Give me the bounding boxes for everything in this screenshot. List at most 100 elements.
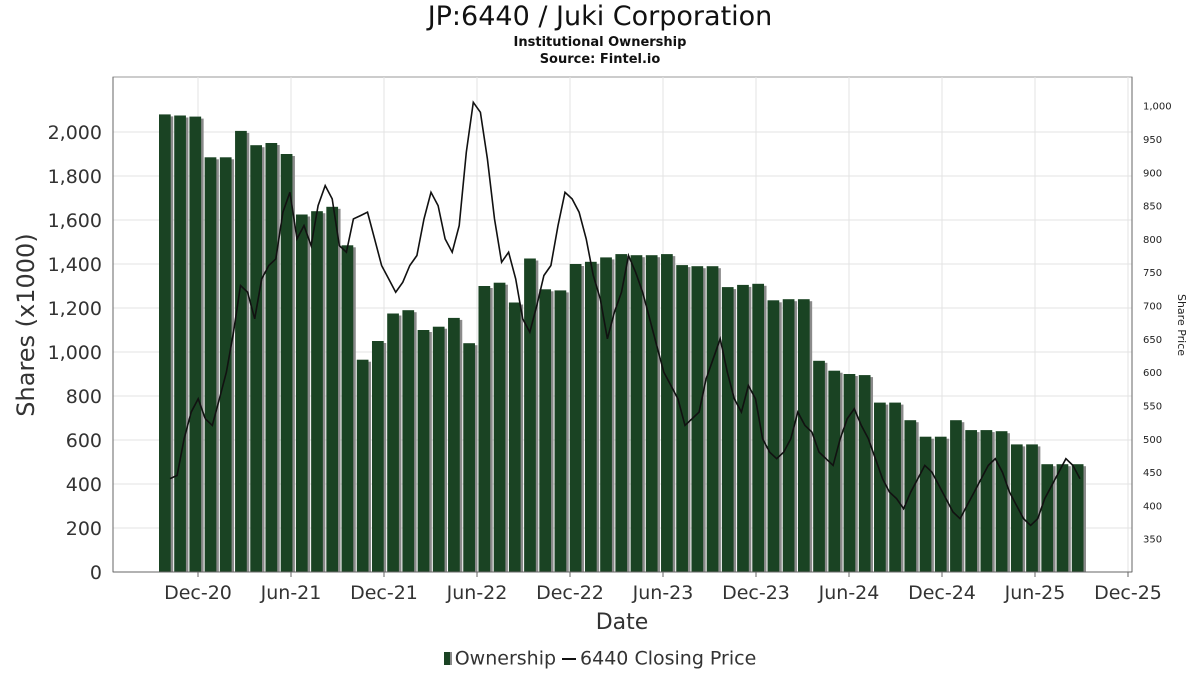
x-tick-label: Dec-20 [164, 582, 232, 604]
ownership-bar [174, 115, 186, 572]
x-tick-label: Dec-25 [1094, 582, 1162, 604]
y-tick-label: 1,600 [48, 210, 102, 232]
ownership-bar [661, 254, 673, 572]
chart-title: JP:6440 / Juki Corporation [427, 1, 773, 32]
ownership-bar [159, 114, 171, 573]
ownership-bar [600, 257, 612, 572]
ownership-bar [843, 374, 856, 572]
x-tick-label: Jun-24 [818, 582, 880, 604]
y2-tick-label: 950 [1143, 135, 1162, 146]
price-line [169, 100, 1081, 527]
y-tick-label: 1,800 [48, 166, 102, 188]
ownership-bar [508, 302, 521, 572]
ownership-bar [767, 300, 780, 572]
chart-source: Source: Fintel.io [539, 52, 661, 67]
ownership-bar [1056, 464, 1069, 572]
ownership-bar [493, 282, 506, 572]
axis-layer: 0 200 400 600 800 1,000 1,200 1,400 1,600 1,800 2,… [12, 77, 1188, 635]
y2-tick-label: 800 [1143, 235, 1162, 246]
y2-tick-label: 600 [1143, 368, 1162, 379]
y2-tick-label: 400 [1143, 501, 1162, 512]
legend-price-swatch [562, 657, 577, 660]
ownership-bar [752, 283, 765, 572]
ownership-bar [539, 289, 552, 572]
x-axis-title: Date [596, 610, 649, 635]
ownership-bar [676, 265, 688, 572]
ownership-bar [235, 130, 247, 572]
y2-tick-label: 450 [1143, 468, 1162, 479]
y2-tick-label: 700 [1143, 302, 1162, 313]
ownership-bar [828, 370, 841, 572]
ownership-bar [691, 266, 704, 572]
y-tick-label: 800 [66, 386, 102, 408]
y2-tick-label: 850 [1143, 202, 1162, 213]
y2-tick-label: 900 [1143, 168, 1162, 179]
ownership-bar [797, 299, 810, 572]
ownership-bar [706, 266, 719, 572]
ownership-bar [782, 299, 795, 572]
y2-tick-label: 650 [1143, 335, 1162, 346]
ownership-bar [965, 430, 978, 572]
ownership-bar [858, 375, 871, 572]
y-tick-label: 200 [66, 518, 102, 540]
ownership-bar [295, 214, 308, 572]
ownership-bar [1026, 444, 1038, 572]
y2-tick-label: 550 [1143, 401, 1162, 412]
y-tick-label: 1,400 [48, 254, 102, 276]
x-tick-label: Jun-22 [446, 582, 508, 604]
ownership-bar [980, 430, 993, 572]
x-tick-label: Dec-23 [722, 582, 790, 604]
ownership-bar [904, 420, 917, 572]
x-tick-label: Jun-23 [632, 582, 694, 604]
x-tick-label: Dec-21 [350, 582, 418, 604]
y-tick-label: 0 [90, 562, 102, 584]
legend-ownership-label: Ownership [454, 647, 557, 670]
y2-axis-title: Share Price [1175, 294, 1188, 356]
ownership-bar [463, 343, 475, 572]
ownership-bar [889, 402, 901, 572]
y-tick-label: 600 [66, 430, 102, 452]
y-tick-label: 400 [66, 474, 102, 496]
ownership-bar [311, 211, 323, 572]
ownership-bar [569, 264, 582, 572]
y2-tick-label: 500 [1143, 435, 1162, 446]
y2-tick-label: 750 [1143, 268, 1162, 279]
ownership-bar [204, 157, 217, 573]
ownership-bar [919, 436, 932, 572]
y-axis-title: Shares (x1000) [12, 233, 40, 416]
ownership-bar [615, 254, 628, 572]
ownership-bar [950, 420, 962, 572]
y2-tick-label: 1,000 [1143, 102, 1172, 113]
ownership-bar [721, 287, 734, 572]
ownership-bar [250, 145, 262, 572]
ownership-bar [356, 359, 369, 572]
line-layer [169, 100, 1081, 527]
ownership-bar [995, 431, 1008, 572]
ownership-bar [630, 255, 643, 572]
ownership-bar [584, 261, 597, 572]
ownership-bar [326, 206, 339, 573]
ownership-bar [341, 245, 354, 573]
y-tick-label: 1,200 [48, 298, 102, 320]
ownership-bar [432, 326, 445, 572]
ownership-bar [645, 255, 658, 572]
y-tick-label: 1,000 [48, 342, 102, 364]
ownership-bar [1041, 464, 1054, 572]
ownership-bar [417, 330, 430, 572]
ownership-bar [1071, 464, 1084, 572]
ownership-bar [371, 341, 384, 572]
ownership-bar [1010, 444, 1023, 572]
ownership-bar [478, 286, 491, 572]
x-tick-label: Dec-22 [536, 582, 604, 604]
ownership-bar [554, 290, 567, 572]
legend: Ownership 6440 Closing Price [0, 647, 1200, 670]
ownership-bar [402, 310, 415, 572]
ownership-bar [737, 284, 749, 572]
ownership-bar [934, 436, 947, 572]
ownership-bar [448, 317, 460, 572]
legend-ownership-swatch [443, 652, 452, 665]
ownership-chart: 0 200 400 600 800 1,000 1,200 1,400 1,600 1,800 2,… [12, 76, 1188, 635]
x-tick-label: Jun-25 [1004, 582, 1066, 604]
ownership-bar [813, 360, 825, 572]
ownership-bar [387, 313, 399, 572]
